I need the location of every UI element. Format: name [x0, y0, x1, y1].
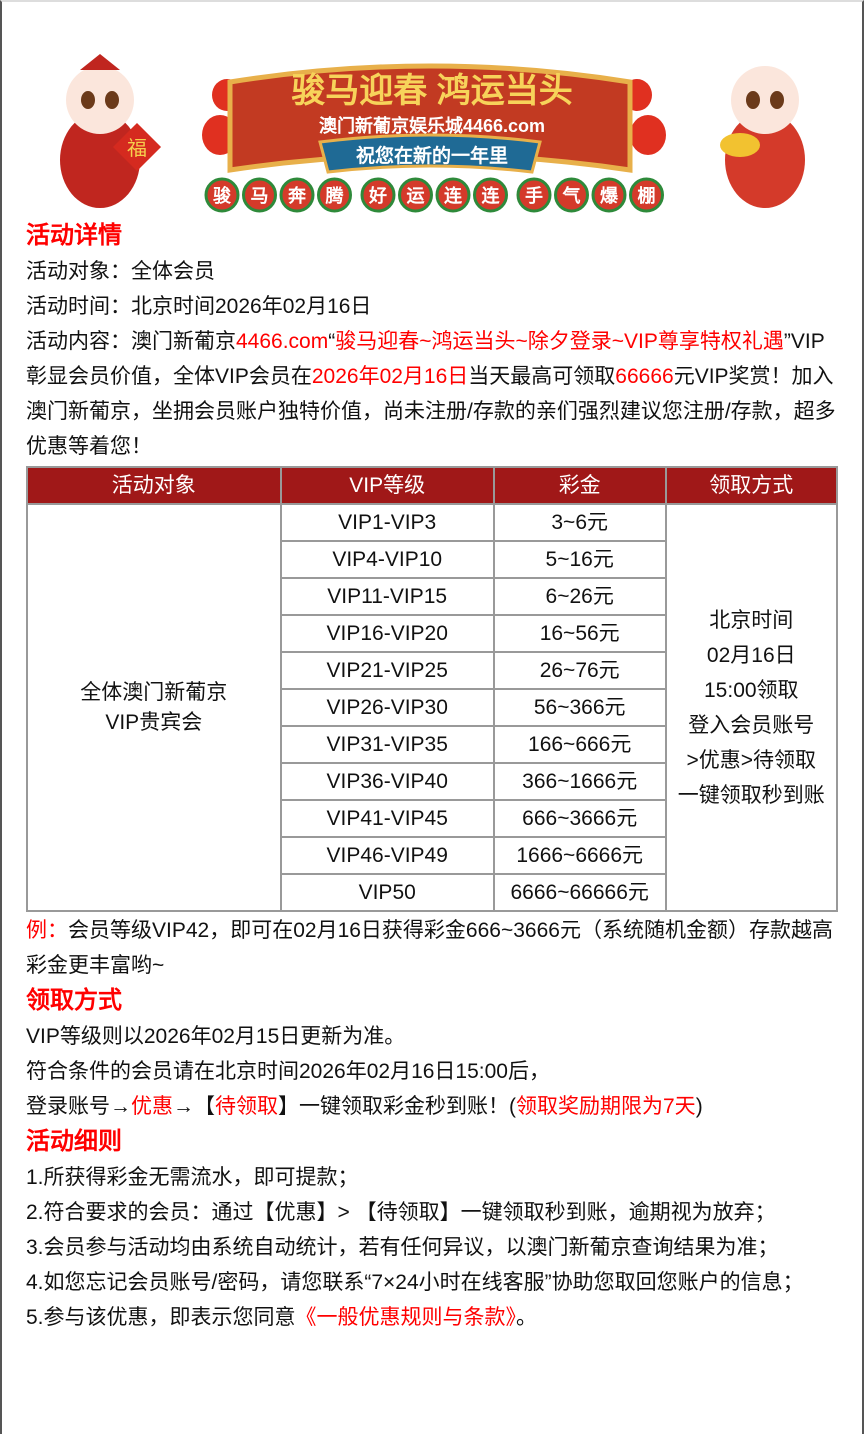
target-cell: 全体澳门新葡京VIP贵宾会: [26, 503, 282, 912]
table-row: 全体澳门新葡京VIP贵宾会 VIP1-VIP3 3~6元 北京时间 02月16日 15:0…: [26, 503, 839, 912]
bonus-cell: 6~26元: [492, 577, 667, 616]
rule-3: 3.会员参与活动均由系统自动统计，若有任何异议，以澳门新葡京查询结果为准；: [26, 1236, 779, 1259]
vip-level-cell: VIP21-VIP25: [279, 651, 495, 690]
slogan-char-badge: [629, 177, 664, 213]
horse-mascot-right-icon: [720, 66, 805, 208]
table-row: VIP11-VIP15 6~26元: [27, 577, 837, 616]
svg-text:澳门新葡京娱乐城4466.com: 澳门新葡京娱乐城4466.com: [319, 115, 545, 136]
table-row: VIP16-VIP20 16~56元: [27, 614, 837, 653]
claim-line-3: 登录账号→优惠→【待领取】一键领取彩金秒到账！(领取奖励期限为7天): [26, 1095, 703, 1118]
svg-text:骏马迎春 鸿运当头: 骏马迎春 鸿运当头: [291, 72, 572, 110]
main-content: 活动详情 活动对象：全体会员 活动时间：北京时间2026年02月16日 活动内容…: [26, 218, 841, 1335]
table-row: VIP26-VIP30 56~366元: [27, 688, 837, 727]
rule-5: 5.参与该优惠，即表示您同意《一般优惠规则与条款》。: [26, 1306, 538, 1329]
section-heading-details: 活动详情: [26, 222, 122, 249]
vip-level-cell: VIP4-VIP10: [279, 540, 495, 579]
table-row: VIP41-VIP45 666~3666元: [27, 799, 837, 838]
activity-time: 活动时间：北京时间2026年02月16日: [26, 295, 372, 318]
vip-level-cell: VIP46-VIP49: [279, 836, 495, 875]
slogan-char-badge: [360, 177, 396, 213]
slogan-char-badge: [591, 177, 627, 213]
header-target: 活动对象: [26, 466, 282, 505]
table-row: VIP21-VIP25 26~76元: [27, 651, 837, 690]
slogan-char-badge: [242, 177, 277, 213]
slogan-char-badge: [516, 177, 552, 213]
slogan-char-badge: [204, 177, 240, 213]
vip-reward-table: 活动对象 VIP等级 彩金 领取方式 全体澳门新葡京VIP贵宾会 VIP1-VIP…: [26, 466, 839, 912]
svg-text:气: 气: [562, 185, 581, 206]
rule-2: 2.符合要求的会员：通过【优惠】> 【待领取】一键领取秒到账，逾期视为放弃；: [26, 1201, 776, 1224]
svg-text:棚: 棚: [638, 185, 656, 206]
bonus-cell: 1666~6666元: [492, 836, 667, 875]
bonus-cell: 166~666元: [492, 725, 667, 764]
claim-line-1: VIP等级则以2026年02月15日更新为准。: [26, 1025, 406, 1048]
pending-link[interactable]: 待领取: [215, 1095, 278, 1118]
claim-line-2: 符合条件的会员请在北京时间2026年02月16日15:00后，: [26, 1060, 550, 1083]
bonus-cell: 56~366元: [492, 688, 667, 727]
header-bonus: 彩金: [492, 466, 667, 505]
terms-link[interactable]: 《一般优惠规则与条款》: [295, 1306, 517, 1329]
slogan-chars: 骏马奔腾好运连连手气爆棚: [204, 177, 664, 213]
svg-text:奔: 奔: [287, 185, 307, 206]
table-row: VIP4-VIP10 5~16元: [27, 540, 837, 579]
table-row: VIP31-VIP35 166~666元: [27, 725, 837, 764]
slogan-char-badge: [317, 177, 352, 213]
header-vip-level: VIP等级: [279, 466, 495, 505]
method-cell: 北京时间 02月16日 15:00领取 登入会员账号 >优惠>待领取 一键领取秒到账: [664, 503, 839, 912]
activity-target: 活动对象：全体会员: [26, 260, 215, 283]
svg-text:福: 福: [127, 137, 147, 160]
svg-text:骏: 骏: [213, 185, 232, 206]
promo-banner: 福 骏马迎春 鸿运当头 澳门新葡京娱乐城4466.com 祝您在新的一年里 骏马…: [60, 54, 805, 213]
section-heading-rules: 活动细则: [26, 1128, 122, 1155]
vip-level-cell: VIP1-VIP3: [279, 503, 495, 542]
svg-text:腾: 腾: [326, 185, 345, 206]
svg-text:好: 好: [368, 185, 387, 206]
bonus-cell: 5~16元: [492, 540, 667, 579]
svg-text:运: 运: [407, 186, 425, 206]
bonus-cell: 16~56元: [492, 614, 667, 653]
vip-level-cell: VIP11-VIP15: [279, 577, 495, 616]
activity-content: 活动内容：澳门新葡京4466.com“骏马迎春~鸿运当头~除夕登录~VIP尊享特…: [26, 330, 836, 458]
vip-level-cell: VIP26-VIP30: [279, 688, 495, 727]
vip-level-cell: VIP41-VIP45: [279, 799, 495, 838]
rule-4: 4.如您忘记会员账号/密码，请您联系“7×24小时在线客服”协助您取回您账户的信…: [26, 1271, 804, 1294]
header-method: 领取方式: [664, 466, 839, 505]
slogan-char-badge: [473, 177, 508, 213]
bonus-cell: 6666~66666元: [492, 873, 667, 912]
svg-text:祝您在新的一年里: 祝您在新的一年里: [356, 144, 508, 167]
vip-level-cell: VIP31-VIP35: [279, 725, 495, 764]
table-row: VIP46-VIP49 1666~6666元: [27, 836, 837, 875]
rule-1: 1.所获得彩金无需流水，即可提款；: [26, 1166, 359, 1189]
bonus-cell: 666~3666元: [492, 799, 667, 838]
offers-link[interactable]: 优惠: [131, 1095, 173, 1118]
svg-text:马: 马: [251, 186, 269, 206]
section-heading-claim: 领取方式: [26, 987, 122, 1014]
slogan-char-badge: [279, 177, 315, 213]
bonus-cell: 26~76元: [492, 651, 667, 690]
bonus-cell: 366~1666元: [492, 762, 667, 801]
table-row: VIP50 6666~66666元: [27, 873, 837, 912]
table-row: VIP36-VIP40 366~1666元: [27, 762, 837, 801]
example-note: 例：会员等级VIP42，即可在02月16日获得彩金666~3666元（系统随机金…: [26, 919, 833, 977]
horse-mascot-left-icon: 福: [60, 54, 162, 208]
vip-level-cell: VIP50: [279, 873, 495, 912]
slogan-char-badge: [554, 177, 589, 213]
svg-text:爆: 爆: [600, 186, 619, 206]
svg-text:连: 连: [444, 185, 463, 206]
slogan-char-badge: [435, 177, 471, 213]
bonus-cell: 3~6元: [492, 503, 667, 542]
slogan-char-badge: [398, 177, 433, 213]
svg-text:手: 手: [525, 185, 543, 206]
svg-text:连: 连: [482, 185, 501, 206]
vip-level-cell: VIP16-VIP20: [279, 614, 495, 653]
vip-level-cell: VIP36-VIP40: [279, 762, 495, 801]
